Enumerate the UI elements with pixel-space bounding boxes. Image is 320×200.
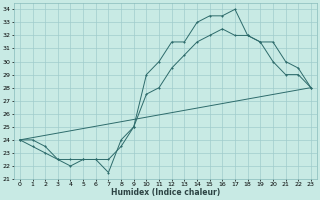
X-axis label: Humidex (Indice chaleur): Humidex (Indice chaleur)	[111, 188, 220, 197]
